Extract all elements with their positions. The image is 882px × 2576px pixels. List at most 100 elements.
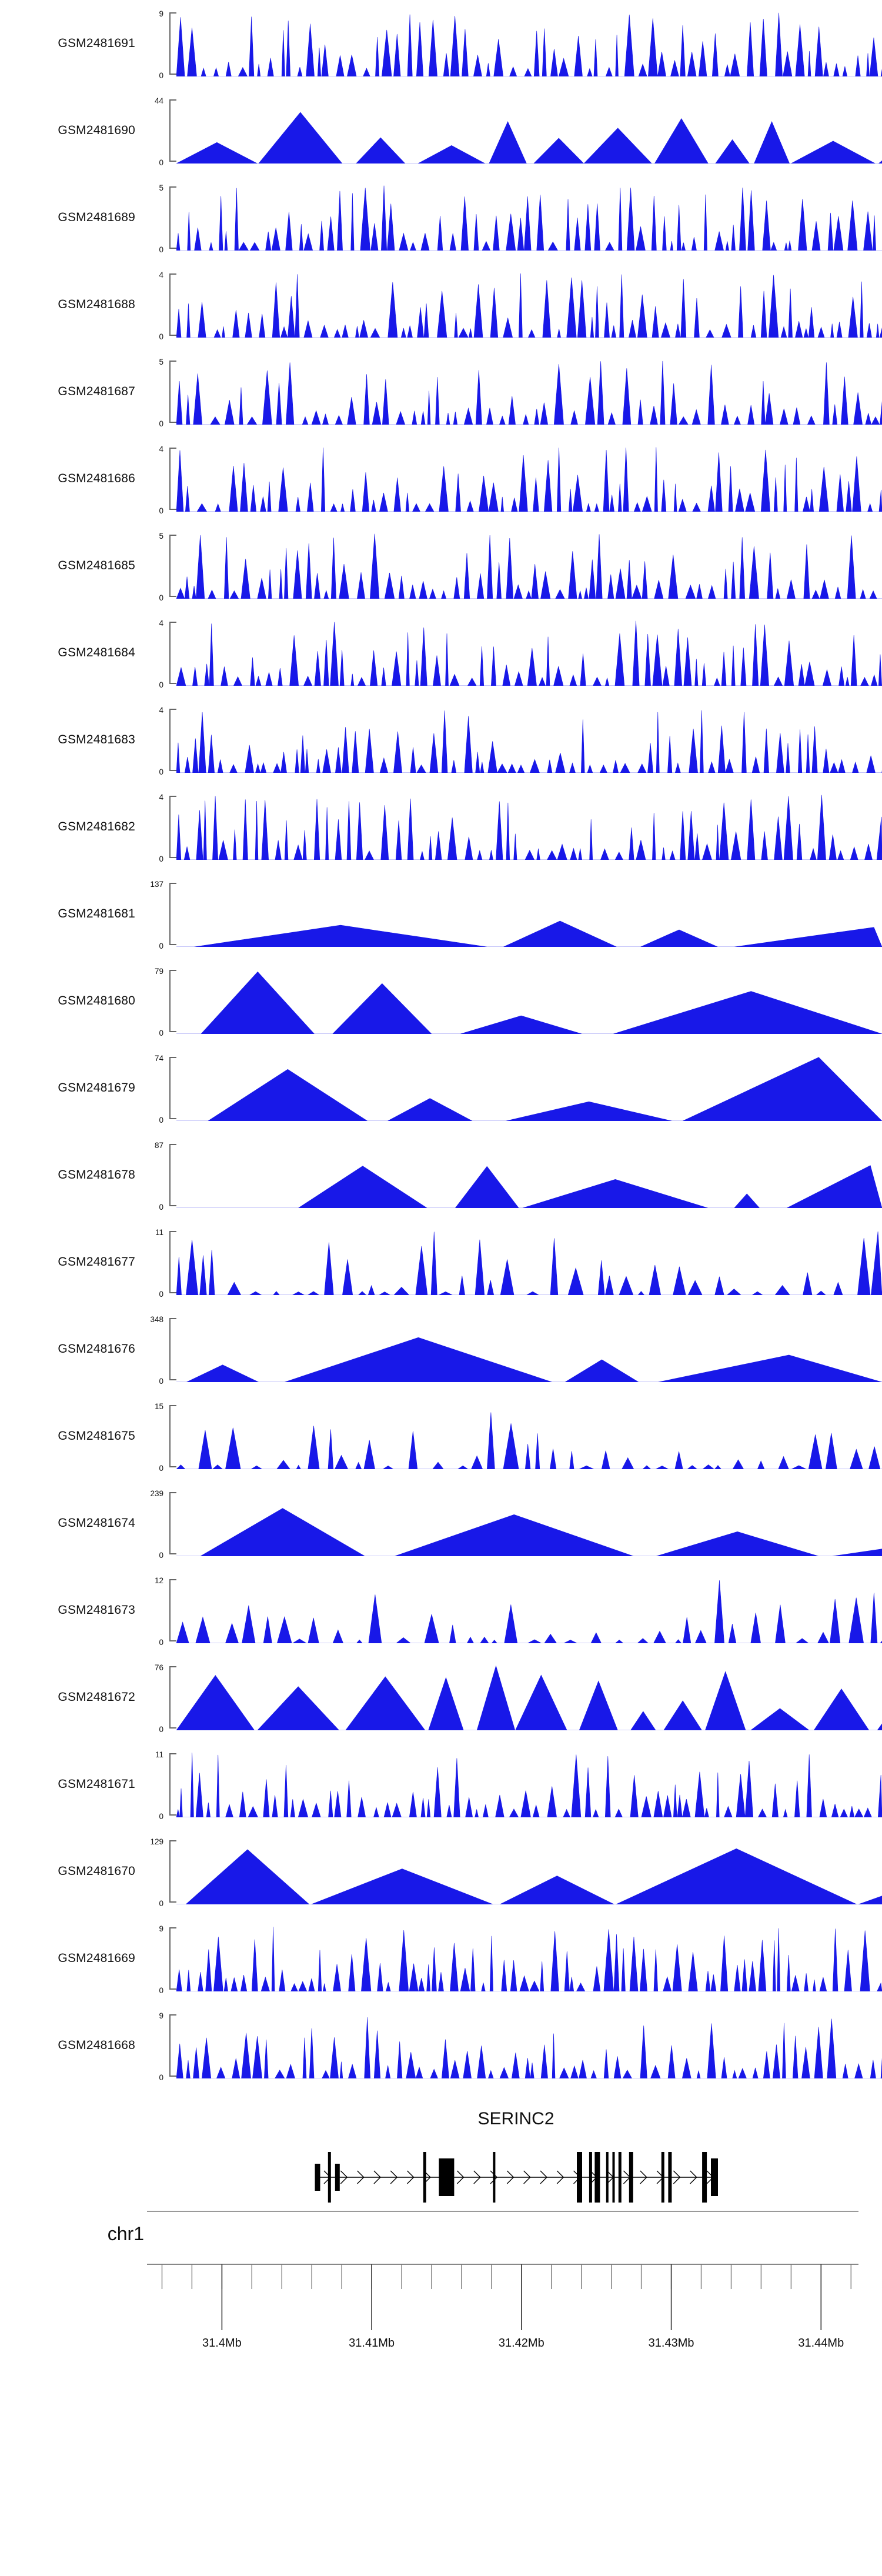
track-y-min-label: 0 [159, 680, 163, 689]
y-axis-line [169, 622, 171, 684]
y-axis-tick-min [169, 683, 176, 684]
y-axis-line [169, 448, 171, 510]
track-y-min-label: 0 [159, 1637, 163, 1647]
coverage-plot-area[interactable] [176, 98, 882, 163]
track-sample-label: GSM2481680 [58, 994, 135, 1007]
y-axis-line [169, 1840, 171, 1903]
y-axis-line [169, 1318, 171, 1380]
coverage-plot-area[interactable] [176, 1316, 882, 1382]
y-axis-tick-max [169, 970, 176, 971]
track-y-min-label: 0 [159, 1724, 163, 1734]
track-y-min-label: 0 [159, 1202, 163, 1212]
coverage-plot-area[interactable] [176, 185, 882, 251]
y-axis-tick-max [169, 1405, 176, 1406]
y-axis-tick-max [169, 186, 176, 188]
track-sample-label: GSM2481679 [58, 1081, 135, 1095]
coverage-plot-area[interactable] [176, 2013, 882, 2078]
coverage-plot-area[interactable] [176, 707, 882, 773]
coverage-histogram [176, 12, 882, 76]
track-sample-label: GSM2481684 [58, 646, 135, 659]
coverage-track: GSM2481677 11 0 [0, 1219, 882, 1306]
exon-box [612, 2152, 615, 2203]
track-sample-label: GSM2481681 [58, 907, 135, 920]
y-axis-tick-min [169, 1640, 176, 1641]
exon-box [711, 2158, 718, 2196]
coverage-plot-area[interactable] [176, 794, 882, 860]
y-axis-tick-min [169, 857, 176, 858]
y-axis-tick-max [169, 1144, 176, 1145]
y-axis-line [169, 1927, 171, 1990]
coverage-plot-area[interactable] [176, 968, 882, 1034]
track-y-max-label: 9 [159, 1924, 163, 1933]
track-y-axis: 79 0 [139, 967, 176, 1037]
coverage-track: GSM2481691 9 0 [0, 0, 882, 87]
y-axis-tick-max [169, 99, 176, 101]
track-sample-label: GSM2481691 [58, 36, 135, 50]
track-y-axis: 87 0 [139, 1141, 176, 1211]
y-axis-tick-max [169, 1231, 176, 1232]
y-axis-line [169, 273, 171, 336]
coverage-histogram [176, 1165, 882, 1208]
coverage-plot-area[interactable] [176, 1926, 882, 1991]
track-sample-label: GSM2481671 [58, 1777, 135, 1791]
y-axis-tick-max [169, 1666, 176, 1667]
y-axis-tick-max [169, 448, 176, 449]
coverage-track: GSM2481676 348 0 [0, 1306, 882, 1393]
coverage-plot-area[interactable] [176, 1142, 882, 1208]
y-axis-line [169, 1753, 171, 1816]
coverage-plot-area[interactable] [176, 1229, 882, 1295]
track-y-min-label: 0 [159, 1550, 163, 1560]
strand-arrow-icon [357, 2170, 365, 2184]
coverage-histogram [176, 971, 882, 1034]
y-axis-line [169, 709, 171, 771]
coverage-track: GSM2481668 9 0 [0, 2002, 882, 2089]
coverage-plot-area[interactable] [176, 881, 882, 947]
y-axis-tick-min [169, 1727, 176, 1729]
coverage-plot-area[interactable] [176, 620, 882, 686]
y-axis-line [169, 1579, 171, 1641]
track-y-min-label: 0 [159, 158, 163, 167]
coverage-plot-area[interactable] [176, 359, 882, 425]
coverage-histogram [176, 1337, 882, 1382]
coverage-plot-area[interactable] [176, 1838, 882, 1904]
track-y-min-label: 0 [159, 1898, 163, 1908]
y-axis-tick-max [169, 1753, 176, 1754]
coverage-track: GSM2481675 15 0 [0, 1393, 882, 1480]
track-sample-label: GSM2481685 [58, 559, 135, 572]
coverage-plot-area[interactable] [176, 533, 882, 599]
coverage-plot-area[interactable] [176, 1751, 882, 1817]
exon-box [702, 2152, 707, 2203]
track-y-max-label: 5 [159, 183, 163, 192]
coverage-histogram [176, 1412, 882, 1469]
track-y-max-label: 79 [154, 967, 163, 976]
coverage-plot-area[interactable] [176, 1577, 882, 1643]
coverage-track: GSM2481684 4 0 [0, 609, 882, 696]
coverage-plot-area[interactable] [176, 272, 882, 338]
coverage-histogram [176, 1848, 882, 1904]
coverage-plot-area[interactable] [176, 1664, 882, 1730]
exon-box [618, 2152, 622, 2203]
track-y-max-label: 87 [154, 1141, 163, 1150]
strand-arrow-icon [523, 2170, 531, 2184]
gene-model-svg [315, 2152, 718, 2203]
coverage-track: GSM2481673 12 0 [0, 1567, 882, 1654]
y-axis-tick-max [169, 12, 176, 14]
y-axis-tick-min [169, 161, 176, 162]
y-axis-line [169, 883, 171, 945]
strand-arrow-icon [407, 2170, 415, 2184]
y-axis-tick-min [169, 1205, 176, 1206]
coverage-plot-area[interactable] [176, 11, 882, 76]
coverage-plot-area[interactable] [176, 446, 882, 512]
y-axis-tick-min [169, 1553, 176, 1554]
y-axis-tick-max [169, 1057, 176, 1058]
coverage-plot-area[interactable] [176, 1490, 882, 1556]
coverage-plot-area[interactable] [176, 1055, 882, 1121]
track-sample-label: GSM2481682 [58, 820, 135, 833]
coverage-plot-area[interactable] [176, 1403, 882, 1469]
track-y-max-label: 137 [150, 880, 163, 889]
